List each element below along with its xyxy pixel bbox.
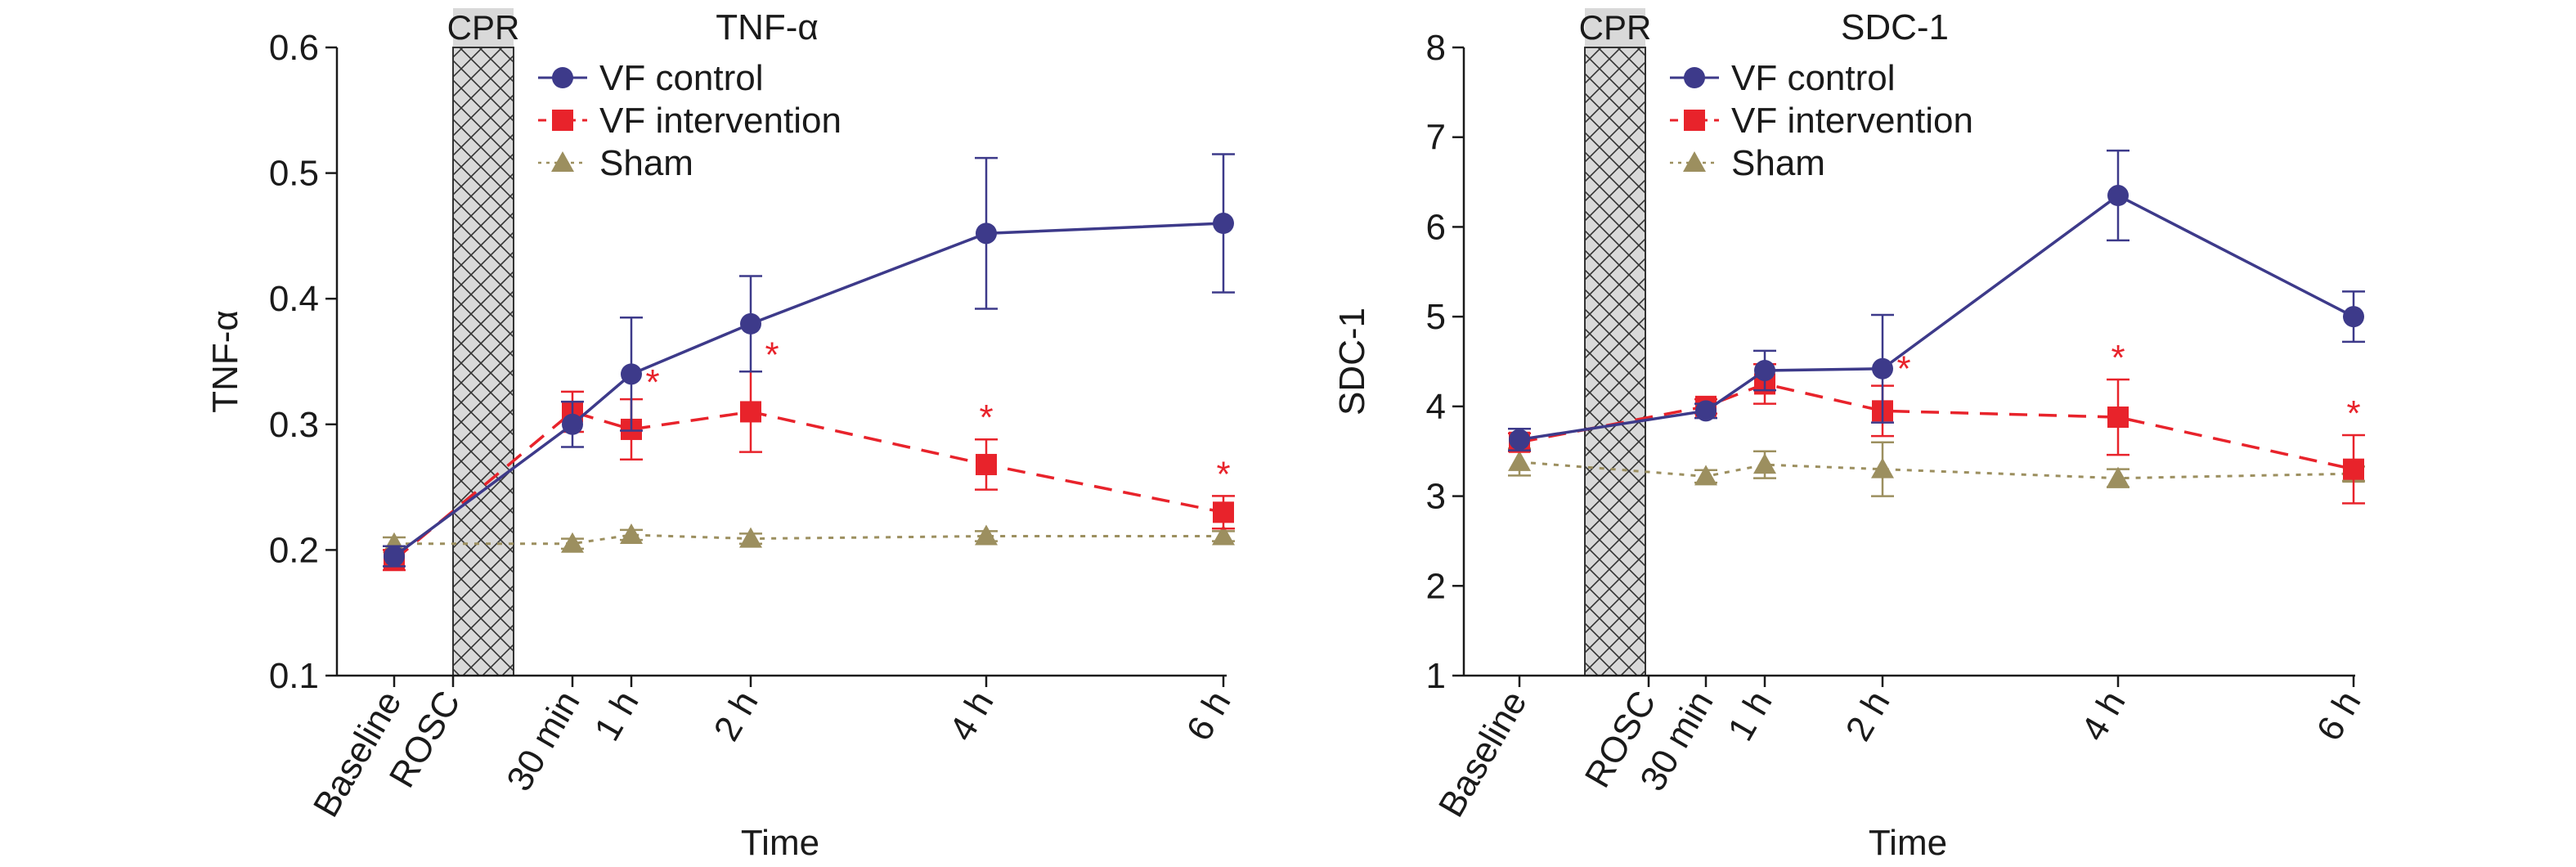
significance-marker: * — [645, 362, 659, 402]
series-vf-control — [1508, 149, 2365, 451]
x-tick-label: 6 h — [2309, 685, 2369, 748]
y-tick-label: 7 — [1426, 118, 1446, 158]
y-tick-label: 1 — [1426, 656, 1446, 696]
series-vf-intervention: * * * * — [383, 335, 1235, 572]
y-tick-label: 2 — [1426, 566, 1446, 606]
chart-title: TNF-α — [716, 7, 819, 47]
x-axis-title: Time — [741, 823, 819, 863]
legend-label: VF control — [1731, 58, 1896, 98]
series-line — [394, 533, 1223, 546]
y-tick-label: 3 — [1426, 477, 1446, 517]
y-tick-label: 0.2 — [269, 530, 319, 570]
data-point — [740, 312, 761, 335]
significance-marker: * — [1896, 349, 1910, 389]
significance-marker: * — [979, 398, 993, 438]
legend-marker — [1683, 151, 1706, 172]
y-tick-label: 6 — [1426, 207, 1446, 247]
y-tick-label: 0.3 — [269, 405, 319, 445]
x-tick-label: 30 min — [499, 685, 587, 798]
data-point — [740, 401, 761, 423]
significance-marker: * — [2346, 393, 2360, 434]
y-tick-label: 8 — [1426, 28, 1446, 68]
y-tick-label: 4 — [1426, 387, 1446, 427]
legend-label: Sham — [599, 143, 693, 183]
data-point — [1754, 359, 1775, 381]
cpr-label: CPR — [1579, 8, 1652, 47]
significance-marker: * — [765, 335, 779, 375]
data-point — [1753, 453, 1776, 474]
x-tick-label: Baseline — [1431, 685, 1535, 824]
data-point — [1213, 501, 1234, 523]
y-tick-label: 0.1 — [269, 656, 319, 696]
significance-marker: * — [2111, 338, 2125, 378]
cpr-label: CPR — [447, 8, 520, 47]
significance-marker: * — [1216, 454, 1230, 494]
data-point — [2107, 407, 2129, 429]
legend-marker — [551, 151, 574, 172]
legend-marker — [552, 110, 573, 131]
series-line — [1519, 193, 2354, 442]
y-tick-label: 0.6 — [269, 28, 319, 68]
data-point — [1212, 524, 1235, 546]
data-point — [2343, 306, 2364, 328]
x-axis-title: Time — [1869, 823, 1947, 863]
cpr-label-box — [453, 8, 514, 47]
data-point — [739, 527, 762, 548]
legend-marker — [1684, 67, 1705, 88]
legend-marker — [1684, 110, 1705, 131]
legend-label: Sham — [1731, 143, 1825, 183]
cpr-label-box — [1585, 8, 1645, 47]
data-point — [976, 222, 997, 245]
data-point — [2343, 458, 2364, 480]
legend-label: VF intervention — [599, 101, 841, 141]
y-tick-label: 0.4 — [269, 279, 319, 319]
data-point — [620, 523, 643, 544]
data-point — [976, 453, 997, 475]
x-tick-label: 4 h — [942, 685, 1002, 748]
y-axis-title: SDC-1 — [1332, 308, 1372, 416]
series-line — [393, 222, 1224, 558]
y-axis-title: TNF-α — [205, 310, 245, 413]
series-line — [393, 410, 1224, 562]
x-tick-label: 2 h — [1838, 685, 1898, 748]
data-point — [2107, 466, 2129, 487]
x-tick-label: 1 h — [1721, 685, 1780, 748]
data-point — [1695, 400, 1717, 422]
x-tick-label: 2 h — [707, 685, 766, 748]
series-sham — [383, 523, 1235, 553]
data-point — [1871, 457, 1894, 478]
chart-title: SDC-1 — [1841, 7, 1949, 47]
series-line — [1519, 382, 2354, 471]
cpr-band — [452, 47, 514, 676]
legend-marker — [552, 67, 573, 88]
data-point — [1694, 465, 1717, 486]
data-point — [2107, 185, 2129, 207]
data-point — [384, 546, 405, 568]
y-tick-label: 0.5 — [269, 154, 319, 194]
y-tick-label: 5 — [1426, 297, 1446, 337]
x-tick-label: 6 h — [1179, 685, 1239, 748]
data-point — [561, 532, 584, 553]
data-point — [562, 413, 583, 435]
data-point — [1508, 450, 1531, 471]
data-point — [975, 524, 998, 546]
x-tick-label: 1 h — [587, 685, 647, 748]
legend-label: VF intervention — [1731, 101, 1973, 141]
x-tick-label: 4 h — [2074, 685, 2134, 748]
data-point — [621, 363, 642, 385]
cpr-band — [1584, 47, 1646, 676]
legend-label: VF control — [599, 58, 764, 98]
data-point — [1213, 213, 1234, 235]
series-vf-control — [383, 153, 1235, 568]
data-point — [1509, 429, 1530, 451]
data-point — [1872, 357, 1893, 380]
